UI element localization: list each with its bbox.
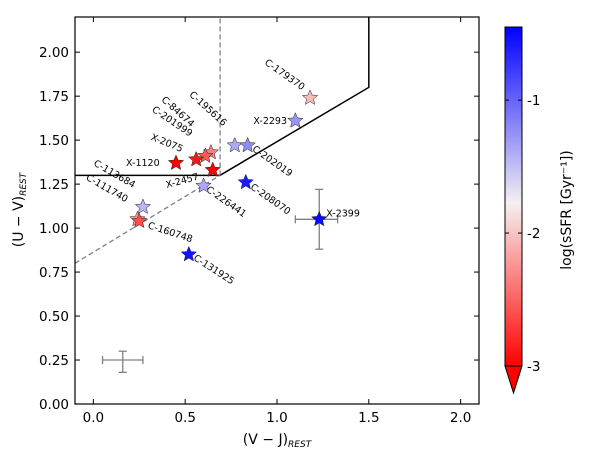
data-point-star — [226, 136, 243, 153]
selection-lines — [75, 17, 370, 264]
data-point-star — [204, 161, 221, 178]
point-label: X-1120 — [126, 158, 160, 169]
y-tick-label: 1.75 — [39, 89, 69, 105]
error-bars — [101, 188, 339, 373]
x-tick-label: 0.0 — [83, 410, 104, 426]
point-label: C-131925 — [191, 253, 236, 287]
y-tick-label: 2.00 — [39, 45, 69, 61]
colorbar-ticks: -1 -2 -3 — [505, 93, 540, 375]
x-tick-label: 2.0 — [450, 410, 471, 426]
quiescent-boundary-line — [75, 17, 370, 177]
data-point-star — [131, 212, 148, 229]
point-label: C-226441 — [204, 184, 248, 220]
y-tick-label: 0.00 — [39, 397, 69, 413]
x-axis-ticks: 0.0 0.5 1.0 1.5 2.0 — [83, 17, 471, 426]
point-label: C-202019 — [250, 144, 294, 180]
x-tick-label: 0.5 — [174, 410, 195, 426]
colorbar-tick-label: -2 — [527, 226, 540, 242]
data-point-star — [311, 210, 328, 227]
data-point-star — [195, 177, 212, 193]
colorbar-tick-label: -1 — [527, 93, 540, 109]
x-axis-label: (V − J)REST — [243, 432, 313, 450]
data-point-star — [287, 112, 304, 128]
colorbar: -1 -2 -3 log(sSFR [Gyr⁻¹]) — [504, 26, 575, 395]
colorbar-tick-label: -3 — [527, 359, 540, 375]
colorbar-label: log(sSFR [Gyr⁻¹]) — [559, 150, 575, 270]
y-tick-label: 0.25 — [39, 353, 69, 369]
y-tick-label: 1.25 — [39, 177, 69, 193]
data-point-star — [187, 150, 205, 167]
data-point-star — [167, 154, 185, 171]
data-point-star — [239, 136, 256, 153]
dashed-diagonal-line — [75, 174, 221, 264]
colorbar-extend-arrow — [504, 365, 523, 395]
y-axis-label: (U − V)REST — [11, 171, 29, 247]
y-tick-label: 1.50 — [39, 133, 69, 149]
point-label: X-2293 — [253, 116, 287, 127]
point-label: C-160748 — [146, 220, 193, 245]
data-point-star — [134, 198, 152, 214]
y-tick-label: 0.50 — [39, 309, 69, 325]
point-label: X-2457 — [165, 172, 200, 191]
point-label: C-208070 — [248, 182, 292, 218]
point-labels: C-179370X-2293C-195616C-202019C-84674C-2… — [84, 57, 360, 287]
plot-area: C-179370X-2293C-195616C-202019C-84674C-2… — [39, 16, 480, 426]
x-tick-label: 1.0 — [266, 410, 287, 426]
data-point-star — [237, 173, 255, 190]
data-point-star — [301, 89, 319, 105]
point-label: X-2399 — [326, 208, 360, 219]
colorbar-gradient — [504, 26, 523, 367]
y-tick-label: 0.75 — [39, 265, 69, 281]
data-point-star — [180, 245, 198, 262]
point-label: X-2075 — [149, 132, 184, 155]
y-axis-ticks: 0.00 0.25 0.50 0.75 1.00 1.25 1.50 1.75 2.00 — [39, 45, 479, 413]
x-tick-label: 1.5 — [358, 410, 379, 426]
y-tick-label: 1.00 — [39, 221, 69, 237]
data-points — [129, 89, 328, 262]
point-label: C-179370 — [262, 57, 306, 93]
